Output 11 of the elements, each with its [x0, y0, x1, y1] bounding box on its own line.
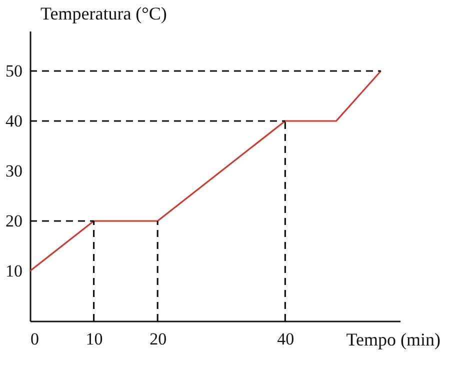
y-axis-title: Temperatura (°C): [40, 4, 167, 24]
y-tick-label: 30: [6, 162, 22, 180]
y-tick-label: 20: [6, 212, 22, 230]
y-tick-label: 10: [6, 262, 22, 280]
y-tick-label: 40: [6, 112, 22, 130]
y-tick-label: 50: [6, 62, 22, 80]
x-tick-label: 0: [30, 330, 39, 348]
x-tick-label: 20: [150, 330, 167, 348]
x-axis-title: Tempo (min): [346, 330, 441, 350]
x-tick-label: 10: [86, 330, 103, 348]
x-tick-label: 40: [277, 330, 294, 348]
